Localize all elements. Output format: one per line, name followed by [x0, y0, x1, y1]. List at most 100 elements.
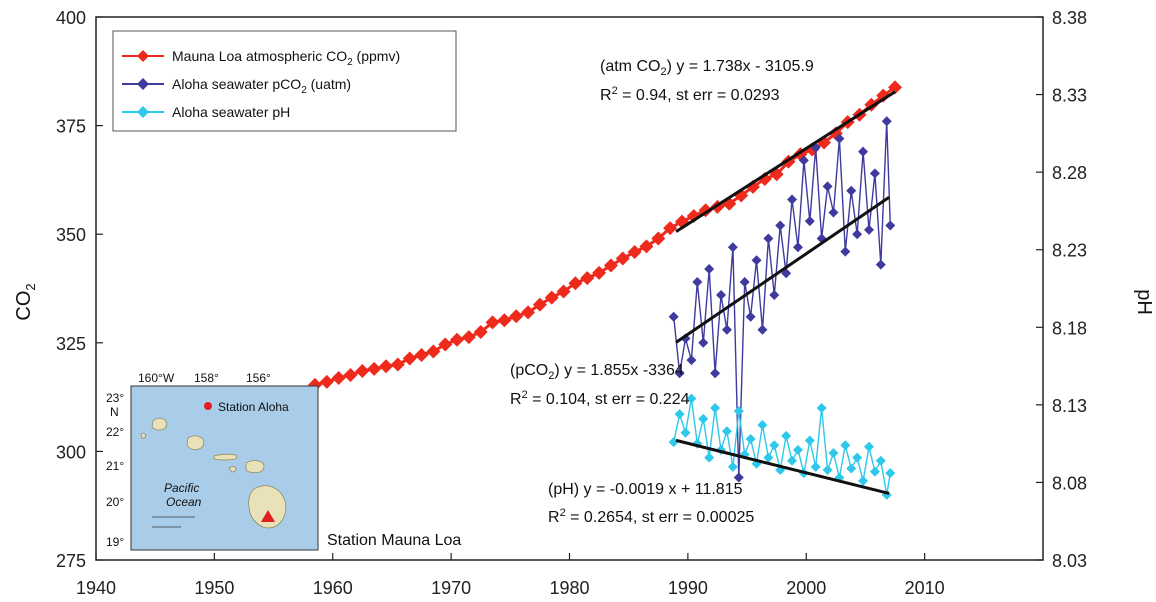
x-tick-label: 1960: [313, 578, 353, 598]
x-tick-label: 1940: [76, 578, 116, 598]
data-point-pco2: [692, 276, 703, 287]
y-left-tick-label: 300: [56, 442, 86, 462]
data-point-pco2: [668, 311, 679, 322]
y-right-tick-label: 8.38: [1052, 8, 1087, 28]
annotation-pco2-line1: (pCO2) y = 1.855x -3364: [510, 362, 684, 382]
data-point-pco2: [798, 155, 809, 166]
data-point-co2: [568, 276, 583, 291]
data-point-pco2: [674, 368, 685, 379]
data-point-co2: [402, 351, 417, 366]
data-point-co2: [367, 361, 382, 376]
legend-marker-pco2: [137, 78, 149, 90]
island-maui: [245, 460, 265, 474]
data-point-pco2: [881, 116, 892, 127]
y-left-axis-label: CO2: [13, 283, 38, 320]
data-point-co2: [461, 330, 476, 345]
data-point-ph: [885, 468, 896, 479]
atm-line2-pre: R: [600, 87, 612, 104]
data-point-ph: [745, 433, 756, 444]
series-line-co2: [314, 86, 896, 387]
data-point-pco2: [869, 168, 880, 179]
data-point-co2: [556, 284, 571, 299]
map-ocean-label-2: Ocean: [166, 495, 202, 509]
data-point-co2: [355, 364, 370, 379]
island-hawaii: [248, 485, 287, 529]
island-niihau: [140, 432, 147, 439]
data-point-co2: [450, 332, 465, 347]
annotation-atm-line2: R2 = 0.94, st err = 0.0293: [600, 85, 780, 104]
trendline-ph: [675, 438, 890, 495]
data-point-pco2: [763, 233, 774, 244]
legend-pco2-post: (uatm): [307, 76, 351, 92]
data-point-pco2: [775, 220, 786, 231]
y-left-label-main: CO: [13, 291, 35, 321]
data-point-pco2: [710, 368, 721, 379]
y-right-tick-label: 8.28: [1052, 163, 1087, 183]
mauna-loa-marker: [261, 510, 275, 522]
legend-ph-pre: Aloha seawater pH: [172, 104, 290, 120]
data-point-pco2: [787, 194, 798, 205]
y-axis-left: 275 300 325 350 375 400: [56, 8, 103, 571]
data-point-co2: [426, 344, 441, 359]
map-ocean: [130, 385, 319, 551]
data-point-ph: [840, 440, 851, 451]
annotation-pco2: (pCO2) y = 1.855x -3364 R2 = 0.104, st e…: [510, 362, 690, 408]
data-point-co2: [331, 370, 346, 385]
x-tick-label: 1990: [668, 578, 708, 598]
data-point-ph: [828, 447, 839, 458]
data-point-ph: [769, 440, 780, 451]
data-point-pco2: [858, 146, 869, 157]
y-right-tick-label: 8.33: [1052, 86, 1087, 106]
data-point-ph: [804, 435, 815, 446]
atm-line1-pre: (atm CO: [600, 58, 660, 75]
atm-line1-sub: 2: [660, 66, 666, 78]
data-point-co2: [379, 359, 394, 374]
y-right-tick-label: 8.13: [1052, 396, 1087, 416]
data-point-ph: [721, 426, 732, 437]
data-point-ph: [858, 475, 869, 486]
data-point-co2: [473, 324, 488, 339]
station-aloha-marker: [204, 402, 212, 410]
y-left-tick-label: 275: [56, 551, 86, 571]
pco2-line2-sup: 2: [522, 389, 528, 401]
data-point-pco2: [863, 224, 874, 235]
atm-line1-post: ) y = 1.738x - 3105.9: [667, 58, 814, 75]
map-lon-label-160: 160°W: [138, 371, 175, 385]
data-point-co2: [390, 357, 405, 372]
annotation-pco2-line2: R2 = 0.104, st err = 0.224: [510, 389, 690, 408]
data-point-co2: [414, 347, 429, 362]
data-point-pco2: [686, 355, 697, 366]
data-point-ph: [710, 402, 721, 413]
ph-line2-sup: 2: [560, 507, 566, 519]
pco2-line2-pre: R: [510, 391, 522, 408]
data-point-pco2: [727, 242, 738, 253]
data-point-co2: [343, 367, 358, 382]
data-point-pco2: [792, 242, 803, 253]
map-n-label: N: [110, 405, 119, 419]
data-point-co2: [876, 88, 891, 103]
trendline-layer: [675, 90, 896, 495]
island-lanai: [228, 466, 237, 473]
legend-item-ph: Aloha seawater pH: [122, 104, 290, 120]
data-point-pco2: [757, 324, 768, 335]
data-point-co2: [319, 374, 334, 389]
data-point-ph: [852, 452, 863, 463]
y-left-tick-label: 350: [56, 225, 86, 245]
series-line-pco2: [673, 121, 891, 478]
y-right-tick-label: 8.23: [1052, 241, 1087, 261]
legend-marker-ph: [137, 106, 149, 118]
data-point-ph: [875, 455, 886, 466]
data-point-co2: [639, 239, 654, 254]
data-point-pco2: [834, 133, 845, 144]
data-point-ph: [668, 437, 679, 448]
data-point-pco2: [698, 337, 709, 348]
map-ocean-label-1: Pacific: [164, 481, 199, 495]
y-right-axis-label: pH: [1133, 289, 1155, 315]
data-point-ph: [787, 455, 798, 466]
ph-line2-post: = 0.2654, st err = 0.00025: [566, 509, 755, 526]
data-point-co2: [532, 297, 547, 312]
ph-line2-pre: R: [548, 509, 560, 526]
island-oahu: [186, 435, 205, 450]
pco2-line1-sub: 2: [548, 370, 554, 382]
